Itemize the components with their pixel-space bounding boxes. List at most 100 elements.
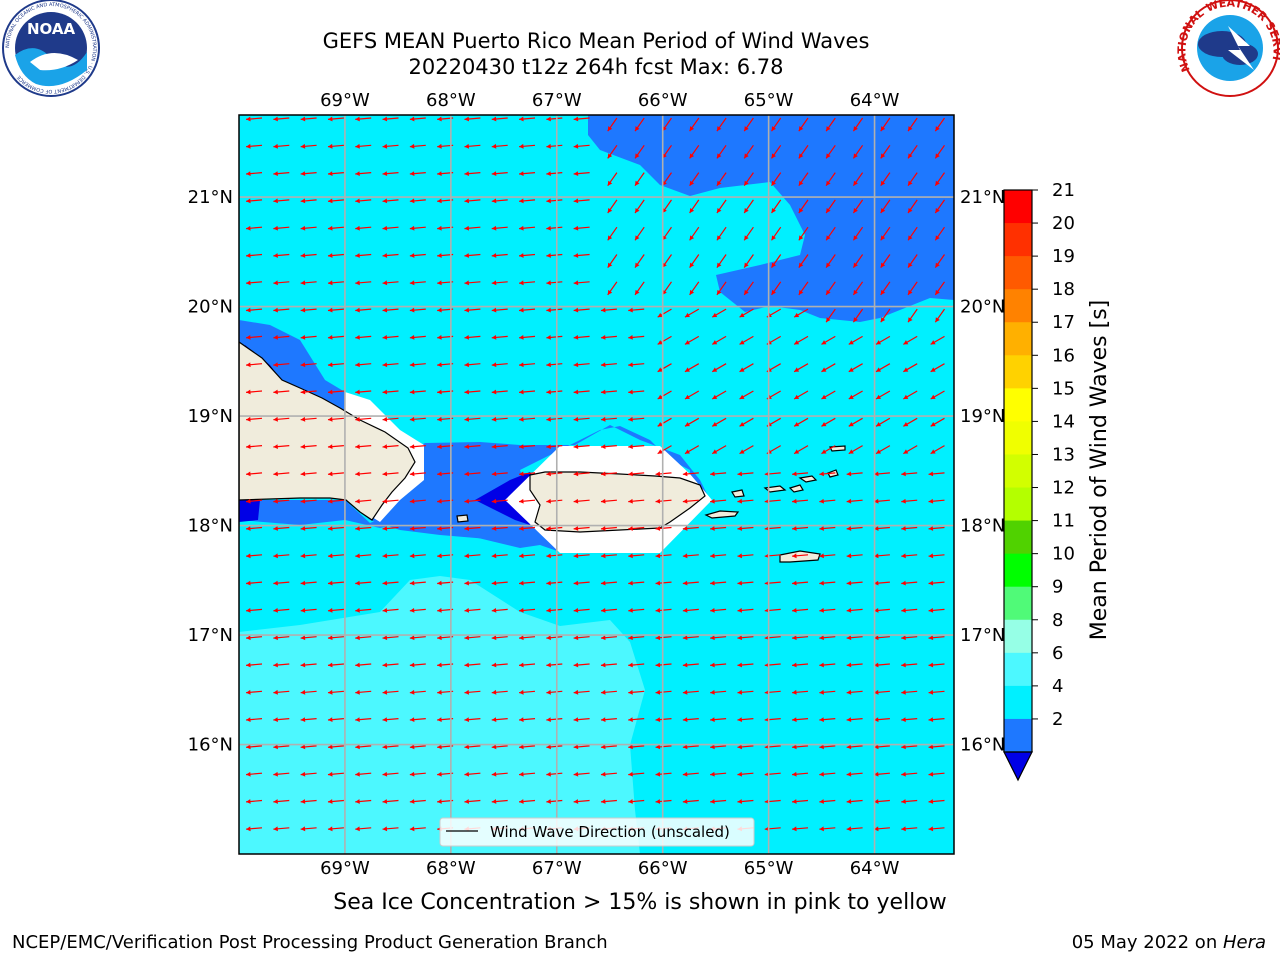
wind-arrow-head (739, 340, 745, 345)
wind-arrow-head (437, 444, 442, 450)
wind-arrow-head (600, 799, 606, 804)
wind-arrow-head (826, 235, 831, 241)
wind-arrow-head (682, 498, 688, 504)
wind-arrow-head (409, 389, 415, 395)
wind-arrow-head (491, 143, 497, 149)
wind-arrow-head (901, 771, 906, 777)
wind-arrow-head (657, 340, 663, 345)
wind-arrow-head (880, 180, 886, 186)
wind-arrow-head (928, 771, 934, 777)
wind-arrow-head (437, 253, 442, 258)
lat-tick-label: 21°N (188, 187, 233, 208)
wind-arrow-head (819, 662, 824, 668)
wind-arrow-head (355, 253, 360, 258)
wind-arrow-head (684, 422, 690, 427)
wind-arrow-head (519, 389, 524, 395)
wind-arrow-head (464, 662, 470, 668)
colorbar-tick-label: 2 (1052, 709, 1063, 730)
wind-arrow-head (246, 444, 251, 450)
wind-arrow-head (716, 153, 722, 159)
wind-arrow-head (409, 799, 415, 804)
colorbar-swatch (1004, 454, 1032, 489)
wind-arrow-head (737, 635, 743, 641)
wind-arrow-head (819, 717, 824, 723)
wind-arrow-head (382, 526, 388, 531)
wind-arrow-head (908, 289, 913, 295)
wind-arrow-head (826, 289, 831, 295)
wind-arrow-head (300, 826, 306, 832)
wind-arrow-head (273, 280, 278, 286)
wind-arrow-head (246, 335, 251, 340)
wind-arrow-head (873, 662, 879, 668)
colorbar-tick-label: 8 (1052, 610, 1063, 631)
wind-arrow-head (437, 280, 442, 286)
wind-arrow-head (519, 771, 524, 777)
wind-arrow-head (491, 771, 497, 777)
wind-arrow-head (546, 280, 551, 286)
wind-arrow-head (327, 225, 333, 231)
wind-arrow-head (712, 312, 718, 318)
wind-arrow-head (930, 394, 936, 399)
wind-arrow-head (491, 717, 497, 723)
wind-arrow-head (327, 198, 333, 204)
wind-arrow-head (710, 689, 715, 695)
wind-arrow-head (876, 394, 882, 399)
wind-arrow-head (355, 171, 360, 177)
lat-tick-label: 17°N (188, 625, 233, 646)
colorbar-label: Mean Period of Wind Waves [s] (1087, 300, 1112, 640)
wind-arrow-head (246, 143, 251, 149)
colorbar-tick-label: 19 (1052, 246, 1075, 267)
wind-arrow-head (491, 335, 497, 340)
colorbar-tick-label: 14 (1052, 411, 1075, 432)
wind-arrow-head (300, 471, 306, 477)
wind-arrow-head (771, 208, 777, 214)
wind-arrow-head (546, 171, 551, 177)
wind-arrow-head (355, 225, 360, 231)
wind-arrow-head (930, 422, 936, 427)
wind-arrow-head (655, 580, 661, 586)
wind-arrow-head (409, 253, 415, 258)
wind-arrow-head (682, 689, 688, 695)
wind-arrow-head (573, 526, 579, 531)
wind-arrow-head (409, 608, 415, 613)
wind-arrow-head (689, 180, 695, 186)
wind-arrow-head (737, 799, 743, 804)
wind-arrow-head (300, 799, 306, 804)
wind-arrow-head (300, 362, 306, 368)
wind-arrow-head (682, 471, 688, 477)
wind-arrow-head (464, 689, 470, 695)
chart-title: GEFS MEAN Puerto Rico Mean Period of Win… (322, 29, 870, 53)
wind-arrow-head (382, 689, 388, 695)
wind-arrow-head (607, 153, 613, 159)
wind-arrow-head (600, 307, 606, 313)
wind-arrow-head (908, 208, 913, 214)
wind-arrow-head (409, 225, 415, 231)
wind-arrow-head (246, 662, 251, 668)
wind-arrow-head (273, 444, 278, 450)
wind-arrow-head (682, 526, 688, 531)
footer-date: 05 May 2022 on Hera (1072, 932, 1266, 953)
colorbar-swatch (1004, 718, 1032, 753)
wind-arrow-head (628, 553, 633, 559)
wind-arrow-head (819, 526, 824, 531)
wind-arrow-head (635, 126, 640, 132)
wind-arrow-head (519, 225, 524, 231)
wind-arrow-head (546, 717, 551, 723)
wind-arrow-head (464, 580, 470, 586)
wind-arrow-head (600, 444, 606, 450)
wind-arrow-head (327, 580, 333, 586)
wind-arrow-head (848, 340, 854, 345)
wind-arrow-head (792, 580, 797, 586)
colorbar-swatch (1004, 487, 1032, 522)
wind-arrow-head (794, 367, 800, 372)
wind-arrow-head (327, 771, 333, 777)
sea-ice-caption: Sea Ice Concentration > 15% is shown in … (333, 890, 947, 915)
wind-arrow-head (464, 198, 470, 204)
wind-arrow-head (607, 180, 613, 186)
wind-arrow-head (546, 662, 551, 668)
wind-arrow-head (437, 416, 442, 422)
colorbar-tick-label: 18 (1052, 279, 1075, 300)
wind-arrow-head (798, 208, 804, 214)
wind-arrow-head (935, 153, 940, 159)
wind-arrow-head (546, 771, 551, 777)
